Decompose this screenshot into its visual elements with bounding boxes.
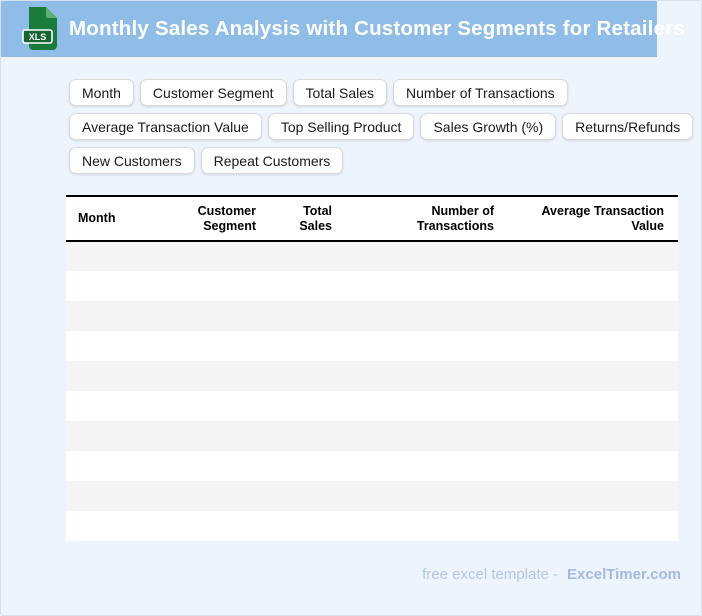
table-row [66, 451, 678, 481]
xls-file-icon: XLS [22, 7, 57, 50]
footer-credit: free excel template - ExcelTimer.com [422, 566, 681, 583]
table-row [66, 271, 678, 301]
field-chips-area: Month Customer Segment Total Sales Numbe… [69, 79, 699, 181]
chip-new-customers[interactable]: New Customers [69, 147, 195, 174]
sales-table: Month Customer Segment Total Sales Numbe… [66, 195, 678, 541]
page-title: Monthly Sales Analysis with Customer Seg… [69, 17, 685, 40]
chip-row-2: Average Transaction Value Top Selling Pr… [69, 113, 699, 140]
col-header-total-sales: Total Sales [299, 203, 332, 233]
col-header-number-of-transactions: Number of Transactions [416, 203, 494, 233]
chip-returns-refunds[interactable]: Returns/Refunds [562, 113, 694, 140]
chip-month[interactable]: Month [69, 79, 134, 106]
footer-credit-text: free excel template - [422, 566, 559, 583]
col-header-average-transaction-value: Average Transaction Value [541, 203, 664, 233]
header-bar: XLS Monthly Sales Analysis with Customer… [1, 1, 685, 57]
col-header-customer-segment: Customer Segment [197, 203, 256, 233]
footer-brand-link[interactable]: ExcelTimer.com [567, 566, 681, 583]
chip-total-sales[interactable]: Total Sales [292, 79, 388, 106]
table-row [66, 511, 678, 541]
chip-sales-growth[interactable]: Sales Growth (%) [420, 113, 557, 140]
table-row [66, 301, 678, 331]
chip-top-selling-product[interactable]: Top Selling Product [267, 113, 415, 140]
spreadsheet-preview: Month Customer Segment Total Sales Numbe… [66, 195, 678, 541]
chip-row-1: Month Customer Segment Total Sales Numbe… [69, 79, 699, 106]
chip-repeat-customers[interactable]: Repeat Customers [200, 147, 344, 174]
chip-customer-segment[interactable]: Customer Segment [139, 79, 287, 106]
chip-number-of-transactions[interactable]: Number of Transactions [393, 79, 568, 106]
chip-row-3: New Customers Repeat Customers [69, 147, 699, 174]
table-row [66, 241, 678, 271]
table-row [66, 481, 678, 511]
xls-icon-label: XLS [29, 32, 47, 42]
table-row [66, 361, 678, 391]
table-row [66, 391, 678, 421]
chip-average-transaction-value[interactable]: Average Transaction Value [69, 113, 262, 140]
table-header-row: Month Customer Segment Total Sales Numbe… [66, 196, 678, 241]
table-row [66, 331, 678, 361]
table-row [66, 421, 678, 451]
col-header-month: Month [78, 211, 116, 225]
